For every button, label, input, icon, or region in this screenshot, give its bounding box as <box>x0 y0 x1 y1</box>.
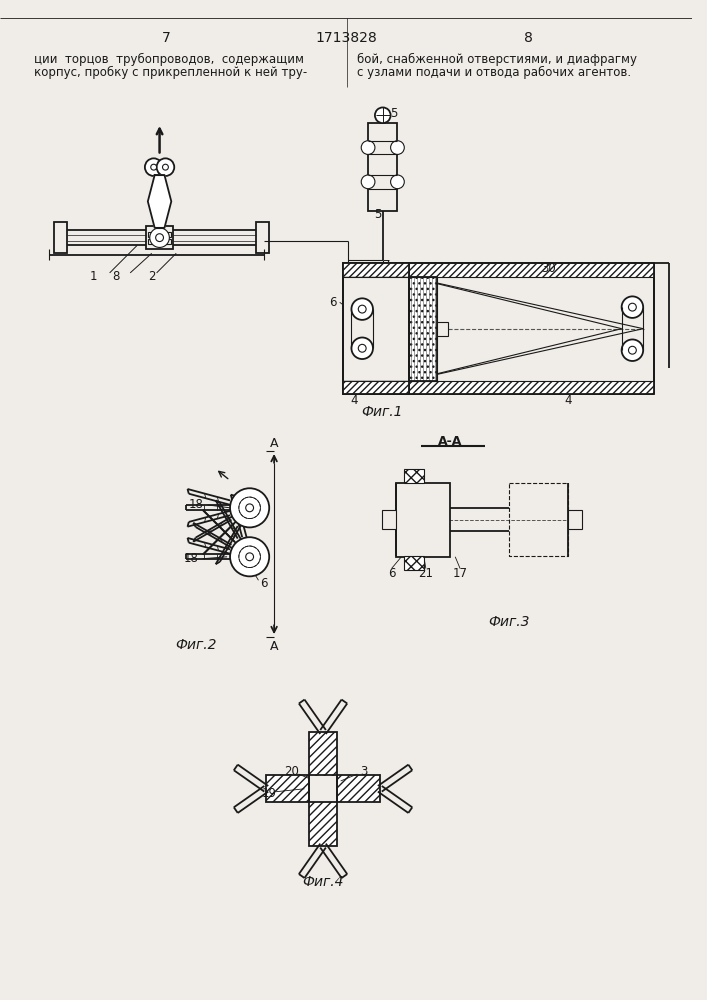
Circle shape <box>358 344 366 352</box>
Circle shape <box>629 303 636 311</box>
Circle shape <box>629 346 636 354</box>
Text: 4: 4 <box>564 394 571 407</box>
Text: с узлами подачи и отвода рабочих агентов.: с узлами подачи и отвода рабочих агентов… <box>357 66 631 79</box>
Bar <box>54 222 66 253</box>
Bar <box>397 483 450 557</box>
Text: 8: 8 <box>524 31 533 45</box>
Circle shape <box>230 537 269 576</box>
Circle shape <box>390 175 404 189</box>
Bar <box>343 381 654 394</box>
Text: 1: 1 <box>89 270 97 283</box>
Text: 18: 18 <box>183 552 199 565</box>
Bar <box>148 239 153 244</box>
Text: А-А: А-А <box>438 435 462 448</box>
Text: 7: 7 <box>383 259 390 272</box>
Text: 31: 31 <box>350 264 364 274</box>
Bar <box>257 222 269 253</box>
Text: 2: 2 <box>148 270 156 283</box>
Circle shape <box>163 164 168 170</box>
Circle shape <box>151 164 157 170</box>
Bar <box>343 263 409 277</box>
Bar <box>148 232 153 237</box>
Circle shape <box>390 141 404 154</box>
Bar <box>368 123 397 211</box>
Text: 19: 19 <box>262 787 276 800</box>
Bar <box>267 775 380 802</box>
Bar <box>343 263 409 394</box>
Circle shape <box>145 158 163 176</box>
Text: 3: 3 <box>361 765 368 778</box>
Circle shape <box>351 337 373 359</box>
Text: 8: 8 <box>112 270 119 283</box>
Text: Фиг.2: Фиг.2 <box>175 638 216 652</box>
Text: 5: 5 <box>374 208 382 221</box>
Bar <box>343 263 654 277</box>
Polygon shape <box>148 175 171 228</box>
Circle shape <box>351 298 373 320</box>
Circle shape <box>358 305 366 313</box>
Text: 5: 5 <box>390 107 397 120</box>
Text: Фиг.1: Фиг.1 <box>361 405 402 419</box>
Text: 18: 18 <box>188 498 203 511</box>
Bar <box>310 776 336 802</box>
Text: 30: 30 <box>541 262 556 275</box>
Bar <box>404 556 424 570</box>
Text: Фиг.3: Фиг.3 <box>489 615 530 629</box>
Text: 6: 6 <box>388 567 395 580</box>
Bar <box>310 732 337 846</box>
Circle shape <box>156 234 163 242</box>
Bar <box>409 277 437 381</box>
Text: 4: 4 <box>351 394 358 407</box>
Text: А: А <box>270 640 279 653</box>
Circle shape <box>361 141 375 154</box>
Circle shape <box>621 339 643 361</box>
Circle shape <box>230 488 269 527</box>
Text: ции  торцов  трубопроводов,  содержащим: ции торцов трубопроводов, содержащим <box>34 53 304 66</box>
Circle shape <box>246 504 254 512</box>
Text: А: А <box>270 437 279 450</box>
Circle shape <box>157 158 174 176</box>
Bar <box>437 322 448 336</box>
Bar <box>409 277 437 381</box>
Circle shape <box>375 107 390 123</box>
Text: 20: 20 <box>284 765 299 778</box>
Bar <box>382 510 397 529</box>
Circle shape <box>246 553 254 561</box>
Bar <box>568 510 583 529</box>
Circle shape <box>621 296 643 318</box>
Text: корпус, пробку с прикрепленной к ней тру-: корпус, пробку с прикрепленной к ней тру… <box>34 66 308 79</box>
Text: 1713828: 1713828 <box>315 31 378 45</box>
Bar <box>343 263 654 394</box>
Bar <box>165 239 171 244</box>
Bar <box>146 226 173 249</box>
Circle shape <box>361 175 375 189</box>
Text: бой, снабженной отверстиями, и диафрагму: бой, снабженной отверстиями, и диафрагму <box>357 53 637 66</box>
Text: 6: 6 <box>329 296 337 309</box>
Circle shape <box>150 228 170 247</box>
Text: 32: 32 <box>350 276 364 286</box>
Bar <box>343 381 409 394</box>
Bar <box>404 469 424 483</box>
Text: Фиг.4: Фиг.4 <box>303 875 344 889</box>
Text: 7: 7 <box>162 31 171 45</box>
Text: 6: 6 <box>261 577 268 590</box>
Text: 17: 17 <box>452 567 467 580</box>
Text: 21: 21 <box>419 567 433 580</box>
Bar <box>165 232 171 237</box>
